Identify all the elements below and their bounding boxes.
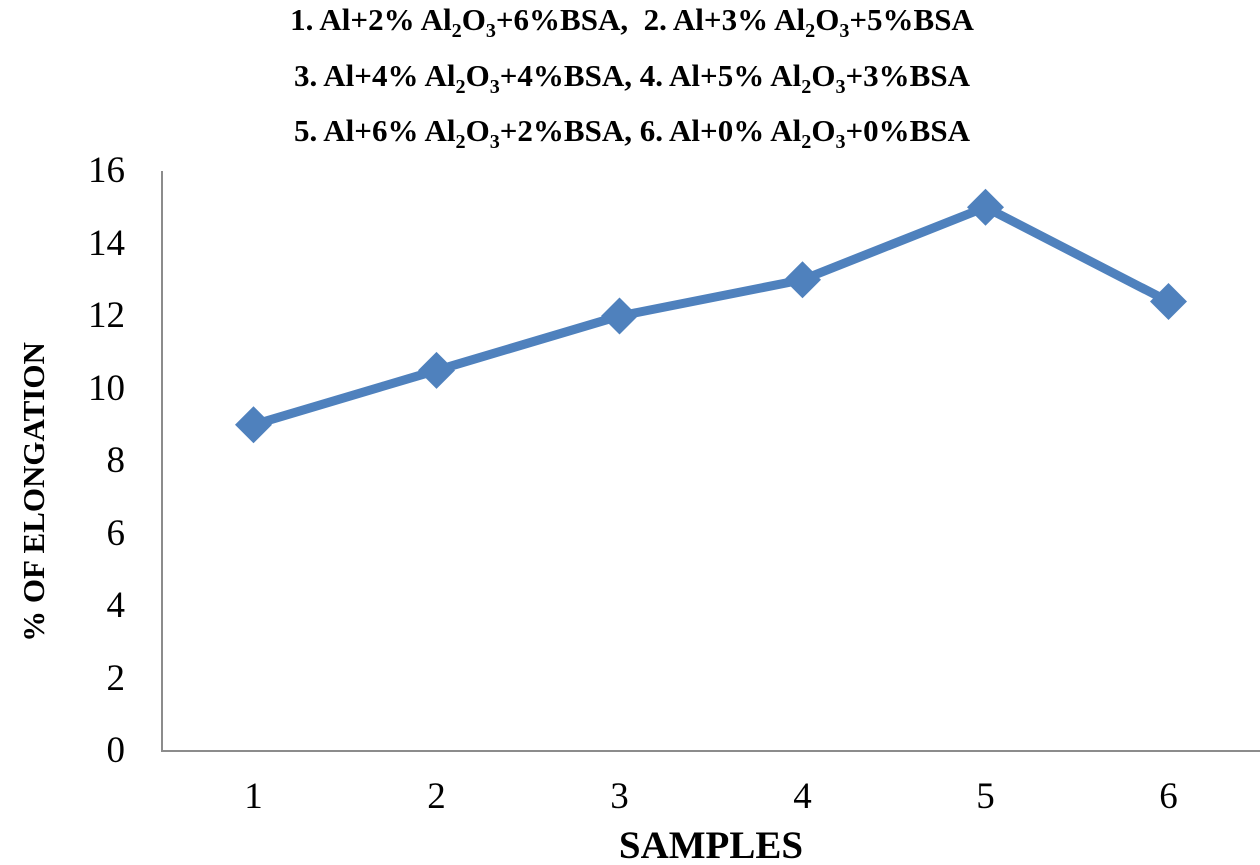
x-tick-label: 2: [427, 776, 446, 817]
title-line: 1. Al+2% Al2O3+6%BSA, 2. Al+3% Al2O3+5%B…: [290, 2, 974, 43]
y-tick-label: 4: [106, 585, 126, 626]
data-point-marker: [418, 351, 455, 389]
x-tick-label: 4: [793, 776, 812, 817]
data-point-marker: [1150, 283, 1187, 320]
y-tick-label: 14: [88, 222, 125, 264]
x-tick-label: 5: [976, 776, 995, 817]
data-point-marker: [601, 297, 638, 335]
title-line: 3. Al+4% Al2O3+4%BSA, 4. Al+5% Al2O3+3%B…: [293, 57, 970, 98]
x-tick-label: 3: [610, 776, 629, 817]
x-tick-label: 1: [244, 776, 263, 817]
y-tick-label: 10: [88, 367, 125, 409]
data-point-marker: [784, 261, 821, 299]
data-point-marker: [235, 406, 272, 444]
y-tick-label: 0: [106, 730, 126, 771]
title-line: 5. Al+6% Al2O3+2%BSA, 6. Al+0% Al2O3+0%B…: [293, 113, 970, 154]
data-series-line: [249, 202, 1173, 430]
y-tick-label: 6: [106, 512, 126, 554]
data-point-marker: [967, 188, 1004, 226]
y-tick-label: 8: [106, 440, 126, 481]
chart-title: 1. Al+2% Al2O3+6%BSA, 2. Al+3% Al2O3+5%B…: [0, 0, 1260, 165]
y-tick-label: 12: [88, 295, 125, 336]
y-tick-label: 2: [106, 657, 126, 699]
y-tick-label: 16: [88, 150, 125, 191]
x-axis-title: SAMPLES: [618, 824, 804, 865]
x-tick-label: 6: [1159, 776, 1178, 817]
